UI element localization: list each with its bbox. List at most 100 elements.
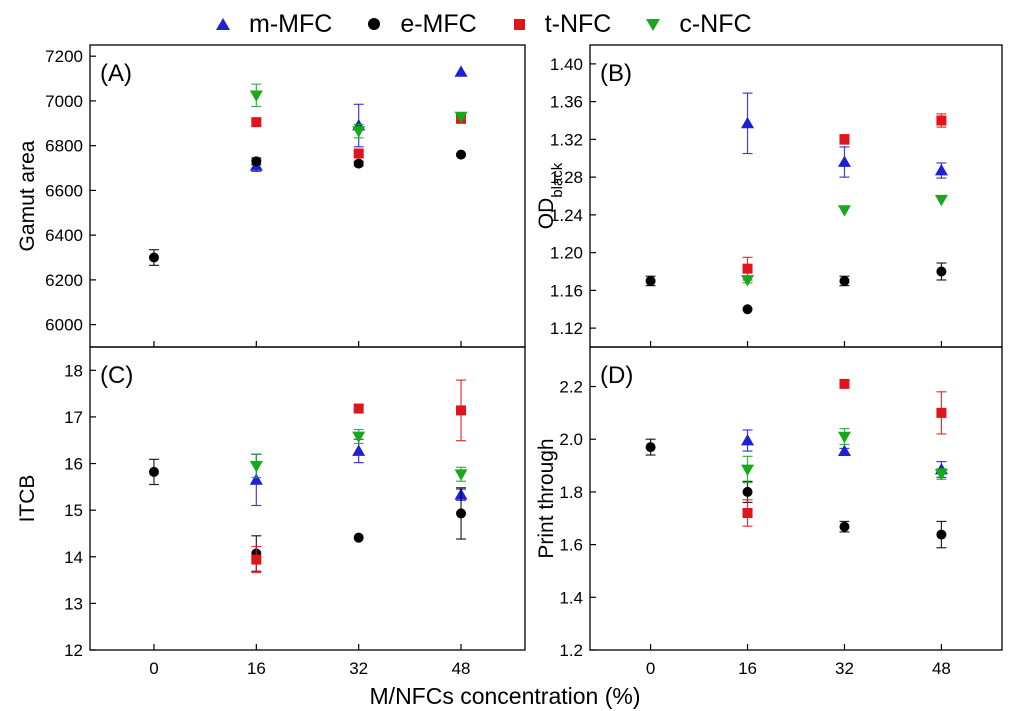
data-point [249,473,263,485]
data-point [934,194,948,207]
data-point [741,434,755,446]
y-tick-label: 6000 [45,316,83,335]
series-c-NFC [741,194,948,287]
data-point [251,117,262,128]
legend-label: m-MFC [249,9,333,38]
data-point [454,111,468,124]
data-point [251,156,262,167]
data-point [742,486,753,497]
data-point [839,521,850,532]
series-t-NFC [251,379,467,574]
panel-label: (A) [100,60,132,87]
data-point [936,115,947,126]
x-axis-label: M/NFCs concentration (%) [369,683,641,709]
data-point [839,378,850,389]
panel-3: 12 13 14 15 16 17 18 0 16 32 48 (C) ITCB [16,346,526,678]
series-m-MFC [249,438,468,507]
data-point [454,65,468,77]
plot-frame [89,346,526,651]
y-tick-label: 7000 [45,92,83,111]
legend-label: e-MFC [400,9,477,38]
data-point [934,469,948,481]
data-point [741,116,755,129]
series-e-MFC [148,149,467,266]
plot-frame [89,44,526,348]
data-point [353,148,364,159]
data-point [741,275,755,287]
data-point [645,442,656,453]
series-t-NFC [742,378,947,527]
data-point [454,469,468,481]
y-axis-label: ITCB [16,475,39,523]
y-axis-label: Gamut area [16,140,39,251]
panel-label: (D) [600,362,633,389]
data-point [936,407,947,418]
legend-item-m-mfc: m-MFC [215,10,332,39]
legend-label: t-NFC [544,9,612,38]
panel-label: (C) [100,362,133,389]
data-point [148,252,159,263]
panel-4: 1.2 1.4 1.6 1.8 2.0 2.2 0 16 32 48 (D) Print throug… [535,346,1003,678]
data-point [353,403,364,414]
data-point [456,508,467,519]
data-point [742,304,753,315]
y-tick-label: 1.4 [559,588,583,607]
data-point [742,507,753,518]
y-tick-label: 17 [64,408,83,427]
x-tick-label: 0 [149,659,158,678]
data-point [249,460,263,473]
series-t-NFC [742,113,947,281]
legend-item-c-nfc: c-NFC [645,9,752,39]
y-tick-label: 12 [64,641,83,660]
series-e-MFC [645,262,947,315]
series-e-MFC [148,458,467,572]
triangle-up-marker-icon [216,18,230,30]
legend-item-e-mfc: e-MFC [366,9,477,39]
y-tick-label: 1.20 [550,244,583,263]
y-tick-label: 6200 [45,271,83,290]
x-tick-label: 48 [452,659,471,678]
x-tick-label: 16 [738,659,757,678]
y-axis-label: Print through [535,438,558,558]
data-point [352,126,366,138]
y-tick-label: 1.12 [550,319,583,338]
y-tick-label: 1.32 [550,130,583,149]
data-point [837,444,851,456]
y-tick-label: 15 [64,501,83,520]
y-tick-label: 1.2 [559,641,583,660]
y-tick-label: 1.6 [559,536,583,555]
data-point [148,466,159,477]
circle-marker-icon [368,18,381,30]
data-point [353,532,364,543]
data-point [456,149,467,160]
x-tick-label: 48 [932,659,951,678]
series-m-MFC [741,92,948,179]
y-tick-label: 1.40 [550,55,583,74]
panel-2: 1.121.161.201.241.281.321.361.40 (B)ODbla… [535,44,1003,348]
series-c-NFC [741,428,948,484]
series-c-NFC [249,83,468,139]
panel-label: (B) [600,60,632,87]
y-tick-label: 18 [64,361,83,380]
y-tick-label: 14 [64,548,83,567]
square-marker-icon [513,19,525,30]
panel-1: 6000 6200 6400 6600 6800 7000 7200 (A) Gamut are… [16,44,526,348]
data-point [352,444,366,456]
data-point [249,90,263,102]
triangle-down-marker-icon [646,19,661,31]
data-point [353,158,364,169]
x-tick-label: 32 [835,659,854,678]
data-point [456,405,467,416]
y-tick-label: 1.8 [559,483,583,502]
y-tick-label: 2.2 [559,378,583,397]
legend: m-MFC e-MFC t-NFC c-NFC [215,4,786,44]
data-point [251,554,262,565]
data-point [839,134,850,145]
x-tick-label: 0 [646,659,655,678]
y-tick-label: 1.24 [550,206,583,225]
data-point [839,275,850,286]
legend-label: c-NFC [679,9,752,38]
legend-item-t-nfc: t-NFC [511,9,612,39]
series-c-NFC [249,428,468,482]
